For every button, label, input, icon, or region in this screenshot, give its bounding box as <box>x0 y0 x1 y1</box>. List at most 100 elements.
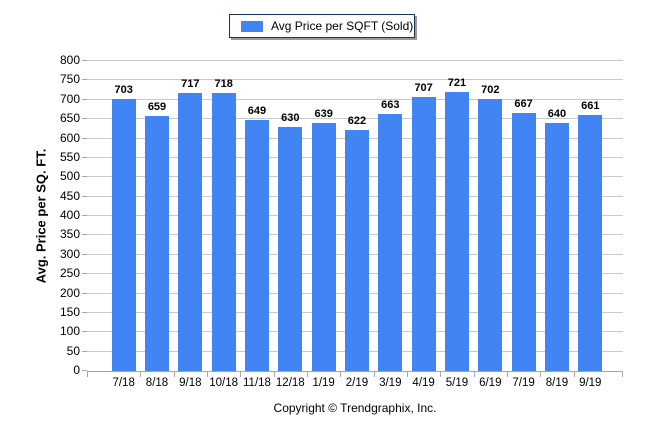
y-tick-600 <box>82 137 87 139</box>
bar-value-label: 630 <box>281 111 300 124</box>
y-axis-tick-label: 450 <box>59 188 80 203</box>
copyright-text: Copyright © Trendgraphix, Inc. <box>273 401 437 415</box>
x-tick <box>273 372 275 377</box>
x-axis-tick-label: 4/19 <box>412 377 435 389</box>
bar <box>544 123 569 371</box>
x-tick <box>173 372 175 377</box>
x-axis-tick-label: 12/18 <box>275 377 305 389</box>
x-axis-tick-label: 7/18 <box>112 377 135 389</box>
gridline-650 <box>87 118 623 120</box>
legend-label: Avg Price per SQFT (Sold) <box>271 19 414 33</box>
y-axis-tick-label: 350 <box>59 227 80 242</box>
x-tick <box>373 372 375 377</box>
bar-value-label: 703 <box>114 83 133 96</box>
x-axis-tick-label: 7/19 <box>512 377 535 389</box>
x-axis-tick-label: 9/19 <box>579 377 602 389</box>
x-tick <box>340 372 342 377</box>
y-tick-200 <box>82 292 87 294</box>
gridline-750 <box>87 79 623 81</box>
x-tick <box>87 372 88 377</box>
x-tick <box>622 372 623 377</box>
y-axis-tick-label: 250 <box>59 266 80 281</box>
bar <box>444 91 469 371</box>
x-axis-tick-label: 8/19 <box>545 377 569 389</box>
plot-area: 703 659 717 718 649 630 639 622 663 707 721 702 667 6… <box>82 60 623 377</box>
bar-group-8/18: 659 <box>140 61 173 371</box>
bar-strip: 703 659 717 718 649 630 639 622 663 707 721 702 667 6… <box>87 61 623 371</box>
y-axis-tick-label: 400 <box>59 208 80 222</box>
bar-value-label: 659 <box>147 100 167 113</box>
bar <box>511 112 536 371</box>
bar-group-11/18: 649 <box>240 61 273 371</box>
bar-value-label: 649 <box>247 104 267 117</box>
x-axis-labels: 7/18 8/18 9/18 10/18 11/18 12/18 1/19 2/19 3/19 4… <box>87 377 623 389</box>
bar-value-label: 667 <box>514 97 533 110</box>
x-tick <box>240 372 242 377</box>
x-axis-tick-label: 3/19 <box>379 377 402 389</box>
y-tick-150 <box>82 311 87 313</box>
bar-group-4/19: 707 <box>407 61 440 371</box>
bar <box>178 93 203 371</box>
x-axis-tick-label: 11/18 <box>243 377 271 389</box>
x-tick <box>473 372 475 377</box>
bar <box>278 126 303 371</box>
x-tick <box>407 372 408 377</box>
bar-group-6/19: 702 <box>474 61 507 371</box>
x-tick <box>540 372 542 377</box>
y-tick-250 <box>82 273 87 275</box>
x-axis-tick-label: 6/19 <box>479 377 502 389</box>
legend: Avg Price per SQFT (Sold) <box>229 14 415 38</box>
bar-group-10/18: 718 <box>207 61 240 371</box>
x-axis-tick-label: 1/19 <box>312 377 335 389</box>
bar-value-label: 640 <box>547 108 567 120</box>
bar-group-12/18: 630 <box>274 61 307 371</box>
bar <box>111 98 136 371</box>
bar <box>478 99 503 371</box>
y-axis-tick-label: 300 <box>59 246 80 261</box>
y-tick-700 <box>82 98 87 100</box>
gridline-800 <box>87 60 623 61</box>
y-tick-650 <box>82 118 87 120</box>
bar-value-label: 721 <box>447 76 467 89</box>
bar-value-label: 661 <box>581 99 600 112</box>
bar <box>311 123 336 371</box>
legend-swatch <box>241 20 263 32</box>
y-axis-tick-label: 650 <box>59 111 80 126</box>
x-axis-tick-label: 8/18 <box>145 377 169 389</box>
bar-value-label: 622 <box>347 115 367 127</box>
gridline-700 <box>87 98 623 100</box>
bar <box>344 130 369 371</box>
bar-group-7/19: 667 <box>507 61 540 371</box>
x-axis-tick-label: 10/18 <box>209 377 239 389</box>
y-tick-550 <box>82 156 87 158</box>
bar-value-label: 663 <box>381 99 400 112</box>
x-axis-tick-label: 5/19 <box>445 377 469 389</box>
bar <box>144 115 169 371</box>
y-axis-tick-label: 800 <box>59 53 80 67</box>
bar-group-3/19: 663 <box>374 61 407 371</box>
y-tick-350 <box>82 234 87 236</box>
x-tick <box>140 372 142 377</box>
y-tick-500 <box>82 176 87 178</box>
y-axis-tick-label: 550 <box>59 149 80 164</box>
y-tick-50 <box>82 350 87 352</box>
x-axis-tick-label: 9/18 <box>179 377 202 389</box>
bar-group-5/19: 721 <box>440 61 473 371</box>
y-axis-tick-label: 200 <box>59 285 80 300</box>
y-tick-300 <box>82 253 87 255</box>
y-axis-tick-label: 700 <box>59 91 80 106</box>
bar-group-8/19: 640 <box>540 61 573 371</box>
bar <box>411 97 436 371</box>
bar-value-label: 707 <box>414 82 433 94</box>
x-tick <box>573 372 575 377</box>
bar <box>211 92 236 371</box>
bar-value-label: 702 <box>481 84 500 96</box>
x-tick <box>207 372 208 377</box>
bar-group-7/18: 703 <box>107 61 140 371</box>
bar-group-1/19: 639 <box>307 61 340 371</box>
x-tick <box>440 372 442 377</box>
bar <box>244 119 269 371</box>
bar <box>578 114 603 371</box>
y-tick-0 <box>82 370 87 371</box>
